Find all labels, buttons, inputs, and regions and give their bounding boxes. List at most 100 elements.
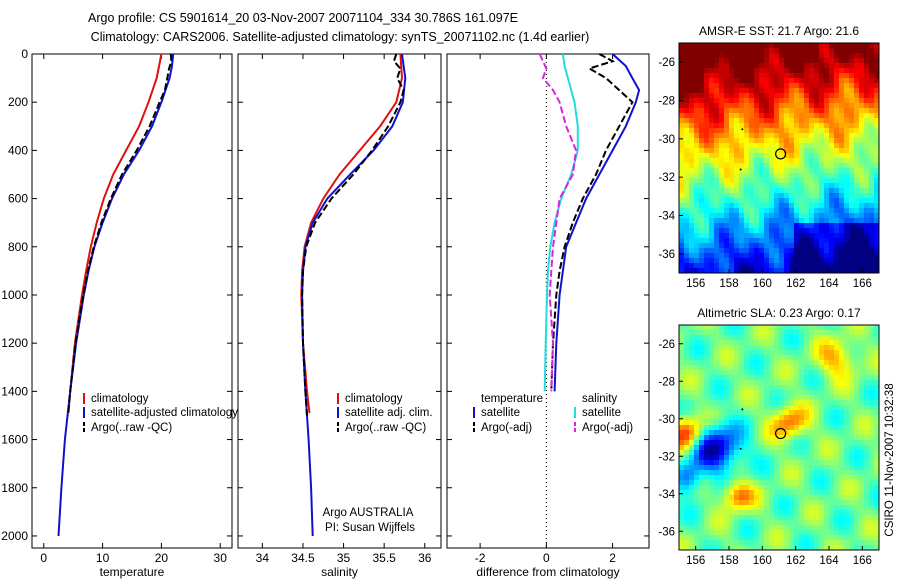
map-cell: [754, 183, 759, 188]
map-cell: [859, 490, 864, 495]
map-cell: [794, 168, 799, 173]
map-cell: [794, 415, 799, 420]
map-cell: [719, 178, 724, 183]
map-cell: [844, 213, 849, 218]
map-cell: [844, 128, 849, 133]
map-cell: [684, 510, 689, 515]
map-cell: [734, 48, 739, 53]
map-cell: [799, 455, 804, 460]
map-cell: [784, 193, 789, 198]
map-cell: [864, 58, 869, 63]
map-cell: [814, 495, 819, 500]
map-cell: [714, 188, 719, 193]
map-cell: [684, 410, 689, 415]
map-cell: [709, 350, 714, 355]
map-cell: [814, 88, 819, 93]
map-cell: [844, 540, 849, 545]
map-cell: [794, 455, 799, 460]
map-cell: [809, 208, 814, 213]
map-cell: [869, 375, 874, 380]
map-cell: [764, 223, 769, 228]
map-cell: [769, 525, 774, 530]
map-cell: [809, 490, 814, 495]
map-cell: [819, 515, 824, 520]
map-cell: [699, 540, 704, 545]
map-cell: [689, 43, 694, 48]
map-cell: [869, 425, 874, 430]
map-cell: [769, 475, 774, 480]
map-cell: [794, 243, 799, 248]
map-cell: [699, 128, 704, 133]
map-cell: [864, 415, 869, 420]
map-cell: [839, 340, 844, 345]
map-cell: [794, 365, 799, 370]
map-cell: [769, 113, 774, 118]
map-cell: [864, 88, 869, 93]
map-cell: [799, 445, 804, 450]
map-cell: [869, 58, 874, 63]
map-cell: [819, 345, 824, 350]
map-cell: [824, 490, 829, 495]
map-cell: [744, 450, 749, 455]
map-cell: [684, 73, 689, 78]
y-tick-label: 1200: [1, 336, 28, 350]
map-cell: [774, 525, 779, 530]
map-cell: [769, 233, 774, 238]
map-cell: [844, 335, 849, 340]
map-cell: [864, 173, 869, 178]
map-cell: [784, 465, 789, 470]
map-cell: [779, 540, 784, 545]
map-cell: [789, 445, 794, 450]
map-cell: [779, 420, 784, 425]
map-y-tick-label: -32: [658, 451, 675, 463]
map-cell: [724, 48, 729, 53]
map-cell: [769, 505, 774, 510]
map-cell: [789, 243, 794, 248]
map-cell: [789, 380, 794, 385]
map-cell: [734, 430, 739, 435]
map-cell: [804, 435, 809, 440]
map-cell: [834, 153, 839, 158]
map-cell: [804, 113, 809, 118]
map-cell: [764, 183, 769, 188]
map-cell: [764, 475, 769, 480]
map-cell: [709, 375, 714, 380]
map-cell: [829, 233, 834, 238]
map-cell: [739, 445, 744, 450]
map-cell: [769, 340, 774, 345]
map-cell: [784, 385, 789, 390]
map-cell: [699, 143, 704, 148]
map-cell: [764, 335, 769, 340]
map-cell: [779, 128, 784, 133]
map-cell: [854, 470, 859, 475]
map-cell: [724, 208, 729, 213]
map-cell: [784, 380, 789, 385]
map-cell: [869, 173, 874, 178]
map-cell: [769, 103, 774, 108]
map-cell: [779, 148, 784, 153]
map-cell: [834, 63, 839, 68]
map-title: Altimetric SLA: 0.23 Argo: 0.17: [697, 306, 861, 320]
map-cell: [844, 495, 849, 500]
map-cell: [784, 335, 789, 340]
map-cell: [819, 540, 824, 545]
map-cell: [794, 405, 799, 410]
map-cell: [789, 520, 794, 525]
map-cell: [839, 475, 844, 480]
map-cell: [804, 350, 809, 355]
map-cell: [854, 173, 859, 178]
map-cell: [699, 400, 704, 405]
map-cell: [759, 73, 764, 78]
map-cell: [729, 63, 734, 68]
map-cell: [714, 93, 719, 98]
map-cell: [704, 253, 709, 258]
map-cell: [864, 370, 869, 375]
map-cell: [779, 83, 784, 88]
map-cell: [869, 108, 874, 113]
map-cell: [799, 128, 804, 133]
map-cell: [679, 48, 684, 53]
map-cell: [694, 53, 699, 58]
map-cell: [769, 535, 774, 540]
map-cell: [689, 153, 694, 158]
map-cell: [849, 228, 854, 233]
